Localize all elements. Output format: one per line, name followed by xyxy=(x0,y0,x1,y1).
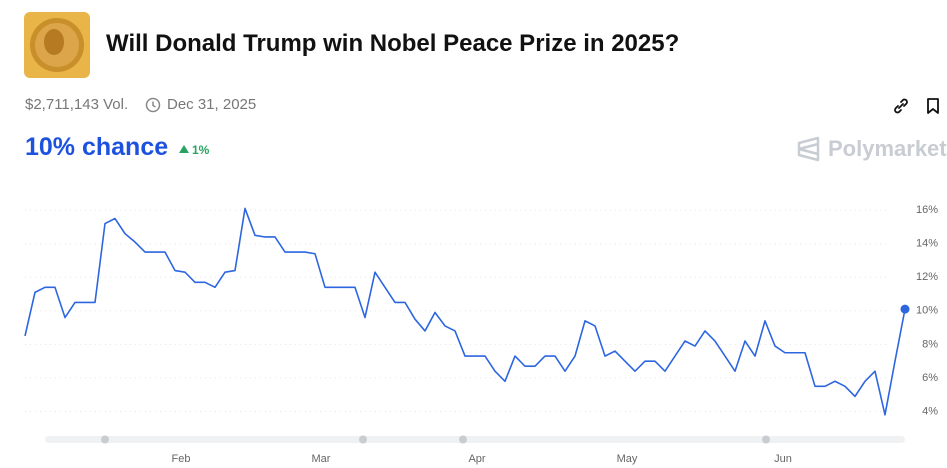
volume: $2,711,143 Vol. xyxy=(25,96,129,113)
x-tick-label: Apr xyxy=(468,453,485,465)
price-line xyxy=(24,207,906,416)
link-icon[interactable] xyxy=(892,97,910,115)
timeline-track xyxy=(45,436,905,443)
y-tick-label: 16% xyxy=(916,204,938,216)
x-tick-label: Mar xyxy=(312,453,331,465)
timeline-dot xyxy=(762,435,770,444)
x-tick-label: Feb xyxy=(172,453,191,465)
y-tick-label: 10% xyxy=(916,305,938,317)
y-tick-label: 4% xyxy=(922,405,938,417)
clock-icon xyxy=(145,97,161,113)
current-point xyxy=(900,304,910,314)
y-tick-label: 12% xyxy=(916,271,938,283)
up-arrow xyxy=(179,145,189,153)
brand: Polymarket xyxy=(828,136,947,161)
market-icon xyxy=(24,12,90,78)
timeline-dot xyxy=(359,435,367,444)
x-tick-label: Jun xyxy=(774,453,792,465)
y-tick-label: 8% xyxy=(922,338,938,350)
timeline-dot xyxy=(101,435,109,444)
brand-logo xyxy=(797,136,820,162)
y-tick-label: 6% xyxy=(922,372,938,384)
timeline-dot xyxy=(459,435,467,444)
chance: 10% chance xyxy=(25,133,169,161)
end-date: Dec 31, 2025 xyxy=(167,96,257,113)
market-title: Will Donald Trump win Nobel Peace Prize … xyxy=(106,30,680,57)
bookmark-icon[interactable] xyxy=(925,97,941,115)
y-tick-label: 14% xyxy=(916,238,938,250)
change: 1% xyxy=(192,143,210,157)
x-tick-label: May xyxy=(617,453,638,465)
